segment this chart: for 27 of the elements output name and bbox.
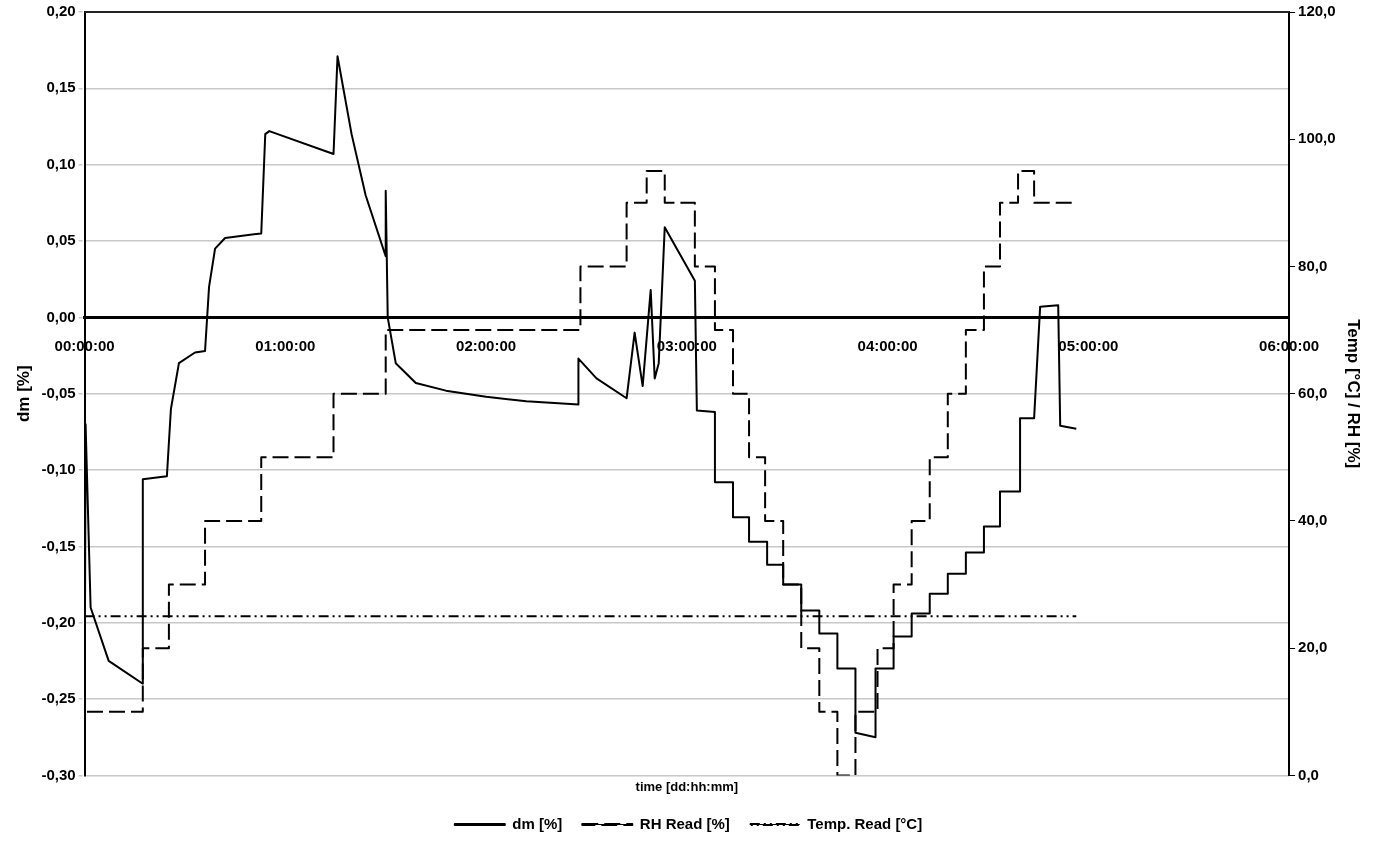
y2-tick-label: 80,0 [1298,256,1328,274]
y2-tick-label: 0,0 [1298,765,1319,783]
y2-tick-label: 60,0 [1298,383,1328,401]
y2-tick-label: 120,0 [1298,2,1336,20]
y-tick-label: 0,00 [46,307,76,325]
y-tick-label: -0,30 [41,765,76,783]
x-tick-label: 02:00:00 [456,336,517,354]
x-tick-label: 01:00:00 [255,336,316,354]
legend-label: Temp. Read [°C] [807,814,923,832]
y-tick-label: -0,05 [41,383,76,401]
y-axis-title: dm [%] [13,365,33,423]
y2-tick-label: 100,0 [1298,129,1336,147]
y2-axis-title: Temp [°C] / RH [%] [1344,319,1364,469]
y2-tick-label: 20,0 [1298,638,1328,656]
legend-label: RH Read [%] [639,814,730,832]
y-tick-label: 0,20 [46,2,76,20]
y-tick-label: 0,05 [46,231,76,249]
y-tick-label: -0,25 [41,689,76,707]
legend-label: dm [%] [512,814,563,832]
y-tick-label: -0,15 [41,536,76,554]
y2-tick-label: 40,0 [1298,511,1328,529]
y-tick-label: 0,10 [46,154,76,172]
y-tick-label: 0,15 [46,78,76,96]
y-tick-label: -0,10 [41,460,76,478]
y-tick-label: -0,20 [41,612,76,630]
x-axis-title: time [dd:hh:mm] [635,778,739,794]
x-tick-label: 04:00:00 [857,336,918,354]
